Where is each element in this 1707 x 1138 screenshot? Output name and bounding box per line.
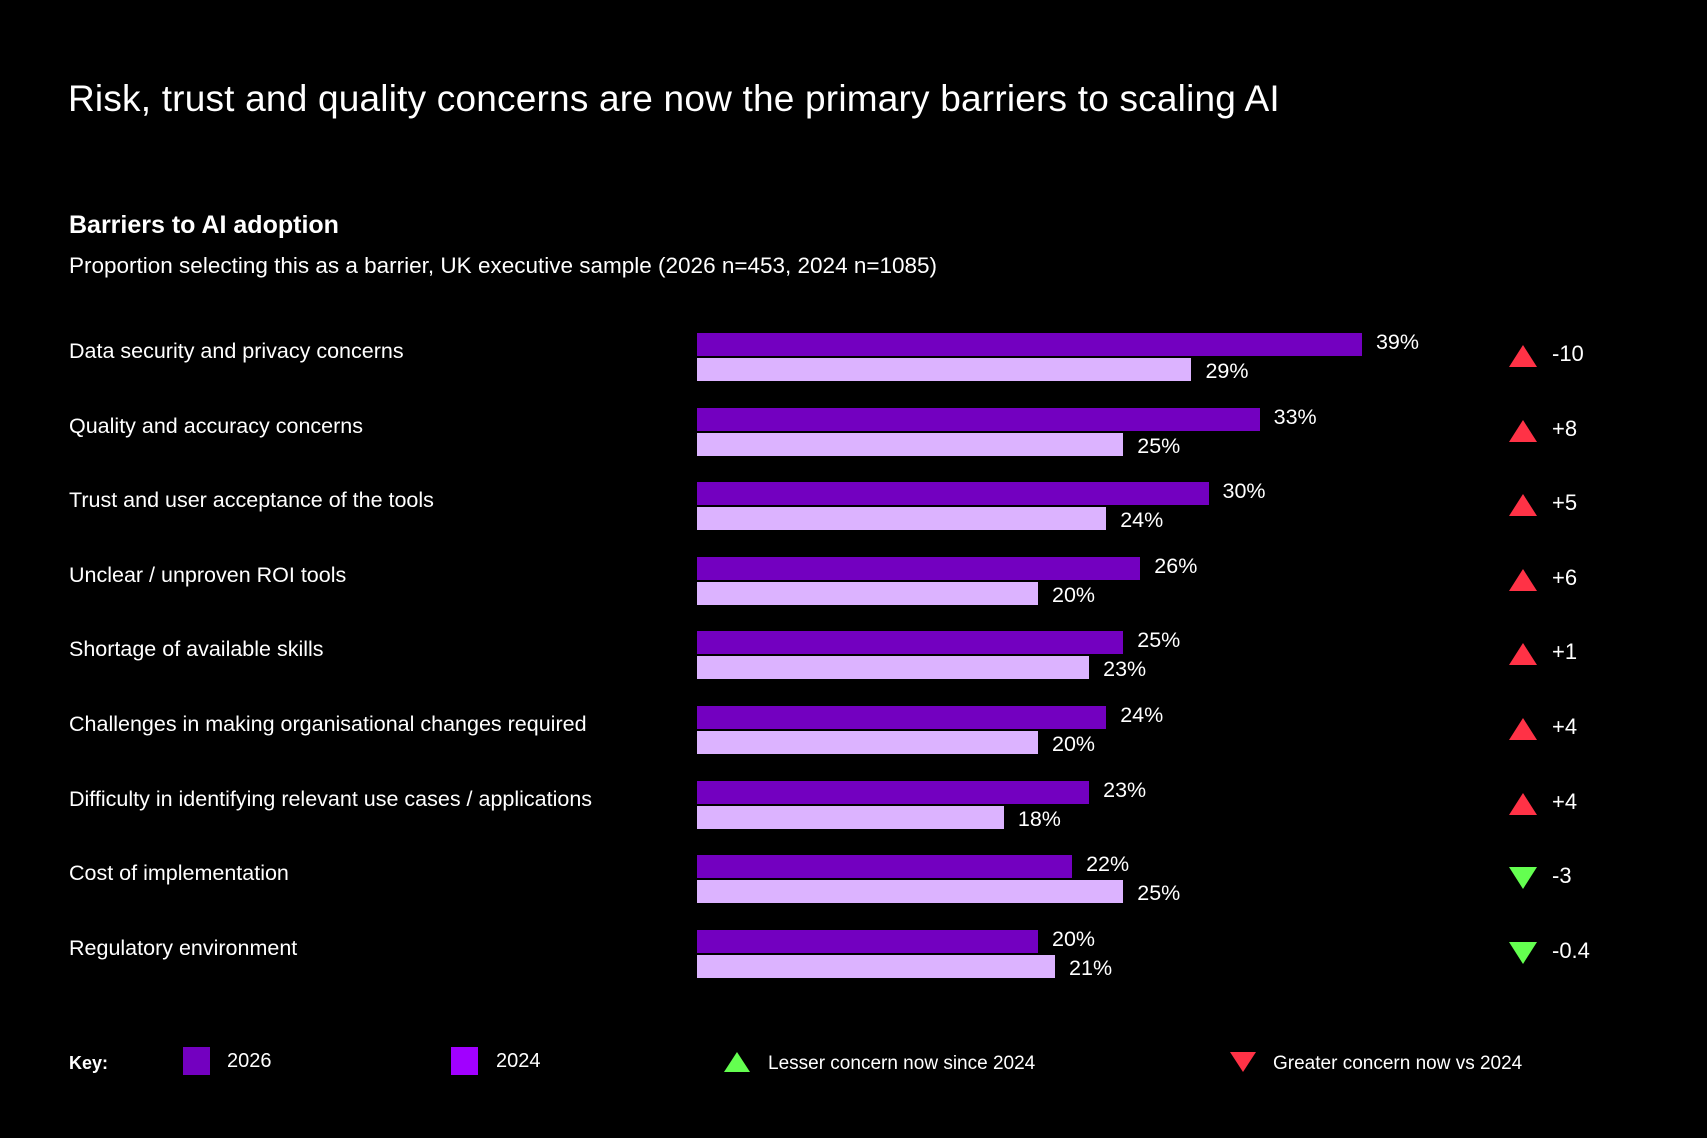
- category-label: Quality and accuracy concerns: [69, 413, 363, 438]
- bar-2024: [697, 432, 1124, 456]
- bar-2026: [697, 333, 1362, 356]
- bar-2026: [697, 631, 1124, 655]
- data-label-2026: 25%: [1137, 628, 1181, 653]
- bar-2024: [697, 880, 1124, 904]
- red-up-triangle-icon: [1509, 643, 1537, 666]
- data-label-2024: 21%: [1069, 955, 1113, 980]
- red-up-triangle-icon: [1509, 419, 1537, 442]
- change-value: +5: [1552, 490, 1578, 516]
- change-value: -10: [1552, 341, 1584, 366]
- green-up-triangle-icon: [724, 1052, 750, 1072]
- bar-2024: [697, 731, 1038, 754]
- data-label-2024: 25%: [1137, 881, 1181, 906]
- change-value: +4: [1552, 714, 1578, 739]
- green-down-triangle-icon: [1509, 941, 1537, 964]
- bar-2024: [697, 358, 1192, 381]
- red-up-triangle-icon: [1509, 792, 1537, 815]
- category-label: Regulatory environment: [69, 935, 298, 960]
- data-label-2024: 20%: [1052, 732, 1096, 756]
- bar-2026: [697, 929, 1038, 953]
- bar-2024: [697, 805, 1004, 829]
- bar-2026: [697, 556, 1141, 580]
- change-value: -3: [1552, 863, 1572, 889]
- legend-swatch-2026: [183, 1047, 210, 1075]
- category-label: Unclear / unproven ROI tools: [69, 562, 347, 587]
- bar-2026: [697, 706, 1107, 729]
- change-value: +8: [1552, 415, 1578, 441]
- data-label-2026: 22%: [1086, 852, 1130, 877]
- data-label-2024: 24%: [1120, 508, 1164, 533]
- category-label: Cost of implementation: [69, 861, 289, 886]
- bar-2024: [697, 507, 1107, 531]
- change-value: -0.4: [1552, 937, 1590, 963]
- change-value: +4: [1552, 788, 1578, 814]
- bar-2026: [697, 855, 1073, 879]
- red-down-triangle-icon: [1230, 1052, 1256, 1072]
- data-label-2026: 33%: [1273, 404, 1317, 429]
- data-label-2024: 29%: [1205, 359, 1249, 383]
- data-label-2026: 30%: [1222, 479, 1266, 504]
- change-value: +1: [1552, 639, 1578, 665]
- data-label-2026: 39%: [1375, 330, 1419, 354]
- legend-label-lesser: Lesser concern now since 2024: [768, 1053, 1036, 1074]
- data-label-2024: 20%: [1052, 582, 1096, 607]
- bar-2024: [697, 656, 1090, 680]
- legend-label-2024: 2024: [496, 1050, 541, 1072]
- bar-2026: [697, 407, 1260, 431]
- data-label-2024: 25%: [1137, 433, 1181, 458]
- bar-2024: [697, 581, 1038, 605]
- data-label-2026: 24%: [1120, 703, 1164, 727]
- chart-title: Barriers to AI adoption: [69, 211, 339, 239]
- category-label: Trust and user acceptance of the tools: [69, 488, 434, 513]
- page-title: Risk, trust and quality concerns are now…: [68, 78, 1280, 119]
- legend-label-greater: Greater concern now vs 2024: [1273, 1053, 1523, 1074]
- data-label-2026: 23%: [1103, 777, 1147, 802]
- bar-2026: [697, 780, 1090, 804]
- category-label: Data security and privacy concerns: [69, 339, 404, 363]
- red-up-triangle-icon: [1509, 718, 1537, 740]
- legend-label-2026: 2026: [227, 1050, 272, 1072]
- change-value: +6: [1552, 564, 1578, 590]
- category-label: Shortage of available skills: [69, 637, 324, 662]
- red-up-triangle-icon: [1509, 345, 1537, 367]
- chart-subtitle: Proportion selecting this as a barrier, …: [69, 253, 938, 278]
- key-label: Key:: [69, 1053, 109, 1073]
- data-label-2026: 20%: [1052, 926, 1096, 951]
- bar-2026: [697, 482, 1209, 506]
- green-down-triangle-icon: [1509, 867, 1537, 890]
- red-up-triangle-icon: [1509, 494, 1537, 517]
- category-label: Difficulty in identifying relevant use c…: [69, 786, 593, 811]
- bar-2024: [697, 954, 1056, 978]
- legend-swatch-2024: [451, 1047, 478, 1075]
- red-up-triangle-icon: [1509, 568, 1537, 591]
- data-label-2024: 23%: [1103, 657, 1147, 682]
- data-label-2026: 26%: [1154, 553, 1198, 578]
- data-label-2024: 18%: [1017, 806, 1061, 831]
- category-label: Challenges in making organisational chan…: [69, 712, 587, 736]
